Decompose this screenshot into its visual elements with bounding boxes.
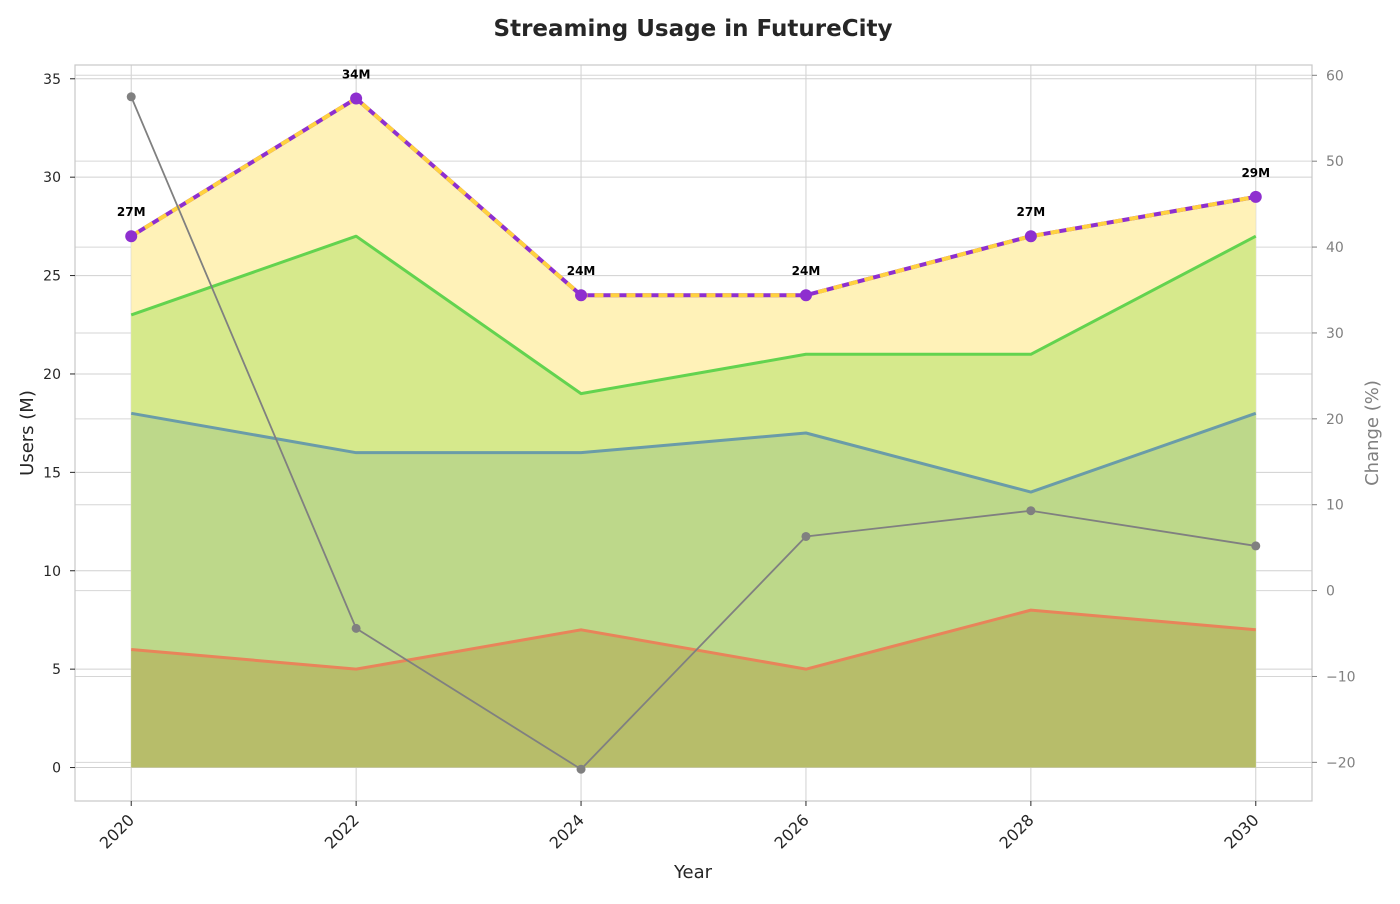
change-point bbox=[126, 92, 136, 102]
series-line-1 bbox=[131, 608, 1256, 671]
total-point bbox=[799, 289, 812, 302]
area-series-1 bbox=[131, 610, 1256, 768]
total-data-label: 24M bbox=[792, 264, 821, 278]
x-tick-label: 2026 bbox=[771, 810, 813, 852]
x-tick-label: 2024 bbox=[546, 810, 588, 852]
y-tick-label: 35 bbox=[43, 72, 61, 88]
x-axis-title: Year bbox=[673, 862, 713, 883]
y-right-tick-label: 50 bbox=[1326, 154, 1344, 170]
y-right-tick-label: −10 bbox=[1326, 669, 1356, 685]
y-right-tick-label: 10 bbox=[1326, 498, 1344, 514]
total-data-label: 34M bbox=[342, 67, 371, 81]
total-line bbox=[130, 96, 1257, 298]
series-line-2 bbox=[130, 411, 1257, 494]
change-line bbox=[130, 96, 1256, 771]
data-labels: 27M 34M 24M 24M 27M 29M bbox=[117, 67, 1270, 278]
total-point bbox=[1024, 230, 1037, 243]
change-point bbox=[576, 764, 586, 774]
x-tick-label: 2028 bbox=[995, 810, 1037, 852]
y-axis-right-title: Change (%) bbox=[1362, 380, 1383, 486]
y-tick-label: 5 bbox=[52, 662, 61, 678]
total-point bbox=[125, 230, 138, 243]
x-tick-label: 2020 bbox=[96, 810, 138, 852]
change-series bbox=[126, 92, 1261, 774]
y-right-tick-label: 60 bbox=[1326, 68, 1344, 84]
change-point bbox=[801, 531, 811, 541]
y-tick-label: 20 bbox=[43, 367, 61, 383]
total-point bbox=[1249, 190, 1262, 203]
y-right-tick-label: 30 bbox=[1326, 326, 1344, 342]
change-point bbox=[1251, 541, 1261, 551]
y-tick-label: 30 bbox=[43, 170, 61, 186]
x-tick-label: 2022 bbox=[321, 810, 363, 852]
y-right-tick-label: 20 bbox=[1326, 412, 1344, 428]
total-data-label: 24M bbox=[567, 264, 596, 278]
change-point bbox=[1026, 506, 1036, 516]
total-point bbox=[575, 289, 588, 302]
stacked-areas bbox=[131, 98, 1256, 768]
y-tick-label: 0 bbox=[52, 761, 61, 777]
y-right-tick-label: −20 bbox=[1326, 755, 1356, 771]
y-tick-label: 15 bbox=[43, 465, 61, 481]
total-data-label: 29M bbox=[1241, 166, 1270, 180]
y-right-tick-label: 0 bbox=[1326, 584, 1335, 600]
y-axis-title: Users (M) bbox=[17, 390, 38, 476]
y-tick-label: 10 bbox=[43, 564, 61, 580]
x-tick-label: 2030 bbox=[1220, 810, 1262, 852]
change-point bbox=[351, 623, 361, 633]
chart-title: Streaming Usage in FutureCity bbox=[494, 16, 893, 42]
total-data-label: 27M bbox=[1017, 205, 1046, 219]
y-tick-label: 25 bbox=[43, 269, 61, 285]
plot-frame bbox=[74, 64, 1313, 802]
series-line-3 bbox=[130, 234, 1257, 396]
y-right-tick-label: 40 bbox=[1326, 240, 1344, 256]
total-markers bbox=[125, 92, 1262, 302]
total-point bbox=[350, 92, 363, 105]
series-lines bbox=[130, 96, 1257, 671]
total-data-label: 27M bbox=[117, 205, 146, 219]
